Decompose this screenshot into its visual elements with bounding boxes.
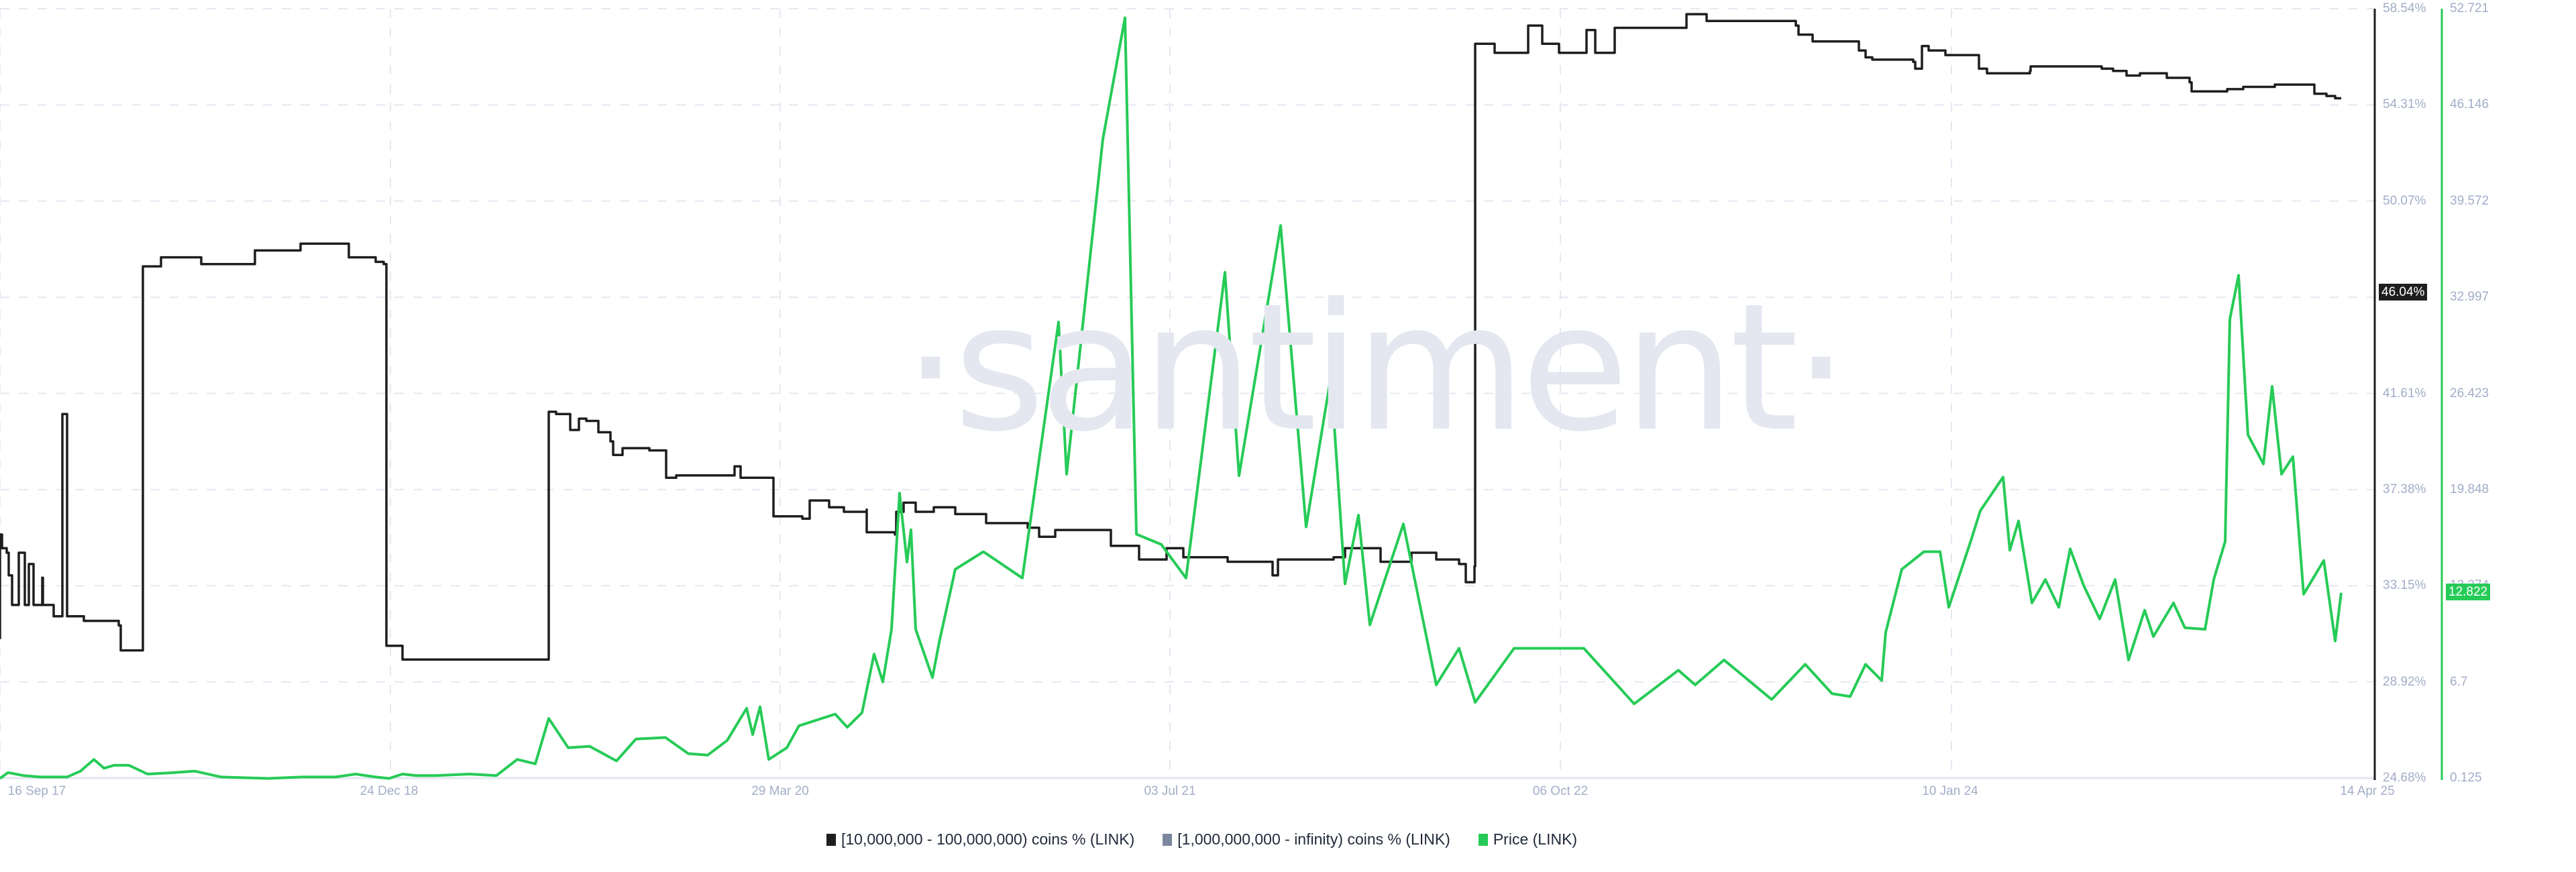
right-axis-tick-label: 39.572	[2450, 193, 2489, 208]
legend-item-10m-100m-coins[interactable]: [10,000,000 - 100,000,000) coins % (LINK…	[826, 830, 1134, 849]
left-axis-tick-label: 54.31%	[2383, 97, 2426, 112]
left-axis-tick-label: 58.54%	[2383, 1, 2426, 15]
x-axis-tick-label: 29 Mar 20	[751, 784, 809, 798]
left-axis-tick-label: 41.61%	[2383, 386, 2426, 400]
chart-legend: [10,000,000 - 100,000,000) coins % (LINK…	[826, 830, 1605, 849]
right-axis-current-value-badge: 12.822	[2446, 584, 2491, 600]
right-axis-tick-label: 46.146	[2450, 97, 2489, 112]
axes	[0, 9, 2443, 780]
left-axis-current-value-badge: 46.04%	[2379, 284, 2428, 301]
x-axis-tick-label: 24 Dec 18	[360, 784, 419, 798]
left-axis-tick-label: 28.92%	[2383, 674, 2426, 689]
x-axis-tick-label: 10 Jan 24	[1922, 784, 1978, 798]
left-axis-tick-label: 50.07%	[2383, 193, 2426, 208]
left-axis-tick-label: 33.15%	[2383, 578, 2426, 593]
right-axis-tick-label: 26.423	[2450, 386, 2489, 400]
right-axis-tick-label: 52.721	[2450, 1, 2489, 15]
legend-item-1b-infinity-coins[interactable]: [1,000,000,000 - infinity) coins % (LINK…	[1163, 830, 1450, 849]
legend-swatch-gray-icon	[1163, 833, 1173, 846]
legend-item-price[interactable]: Price (LINK)	[1478, 830, 1578, 849]
legend-label: [10,000,000 - 100,000,000) coins % (LINK…	[841, 830, 1135, 848]
santiment-watermark: ·santiment·	[903, 266, 1849, 470]
legend-swatch-black-icon	[826, 833, 836, 846]
x-axis-tick-label: 14 Apr 25	[2340, 784, 2395, 798]
price-line[interactable]	[0, 16, 2343, 780]
series-group	[0, 13, 2343, 780]
legend-label: [1,000,000,000 - infinity) coins % (LINK…	[1177, 830, 1450, 848]
legend-swatch-green-icon	[1478, 833, 1488, 846]
left-axis-tick-label: 24.68%	[2383, 771, 2426, 785]
x-axis-tick-label: 03 Jul 21	[1144, 784, 1196, 798]
holders-percentage-line[interactable]	[0, 13, 2341, 661]
grid-lines	[0, 8, 2375, 778]
right-axis-tick-label: 19.848	[2450, 482, 2489, 496]
right-axis-tick-label: 0.125	[2450, 771, 2482, 785]
left-axis-tick-label: 37.38%	[2383, 482, 2426, 496]
x-axis-tick-label: 06 Oct 22	[1532, 784, 1589, 798]
right-axis-tick-label: 6.7	[2450, 674, 2468, 689]
legend-label: Price (LINK)	[1493, 830, 1578, 848]
x-axis-tick-label: 16 Sep 17	[7, 784, 66, 798]
right-axis-tick-label: 32.997	[2450, 290, 2489, 305]
